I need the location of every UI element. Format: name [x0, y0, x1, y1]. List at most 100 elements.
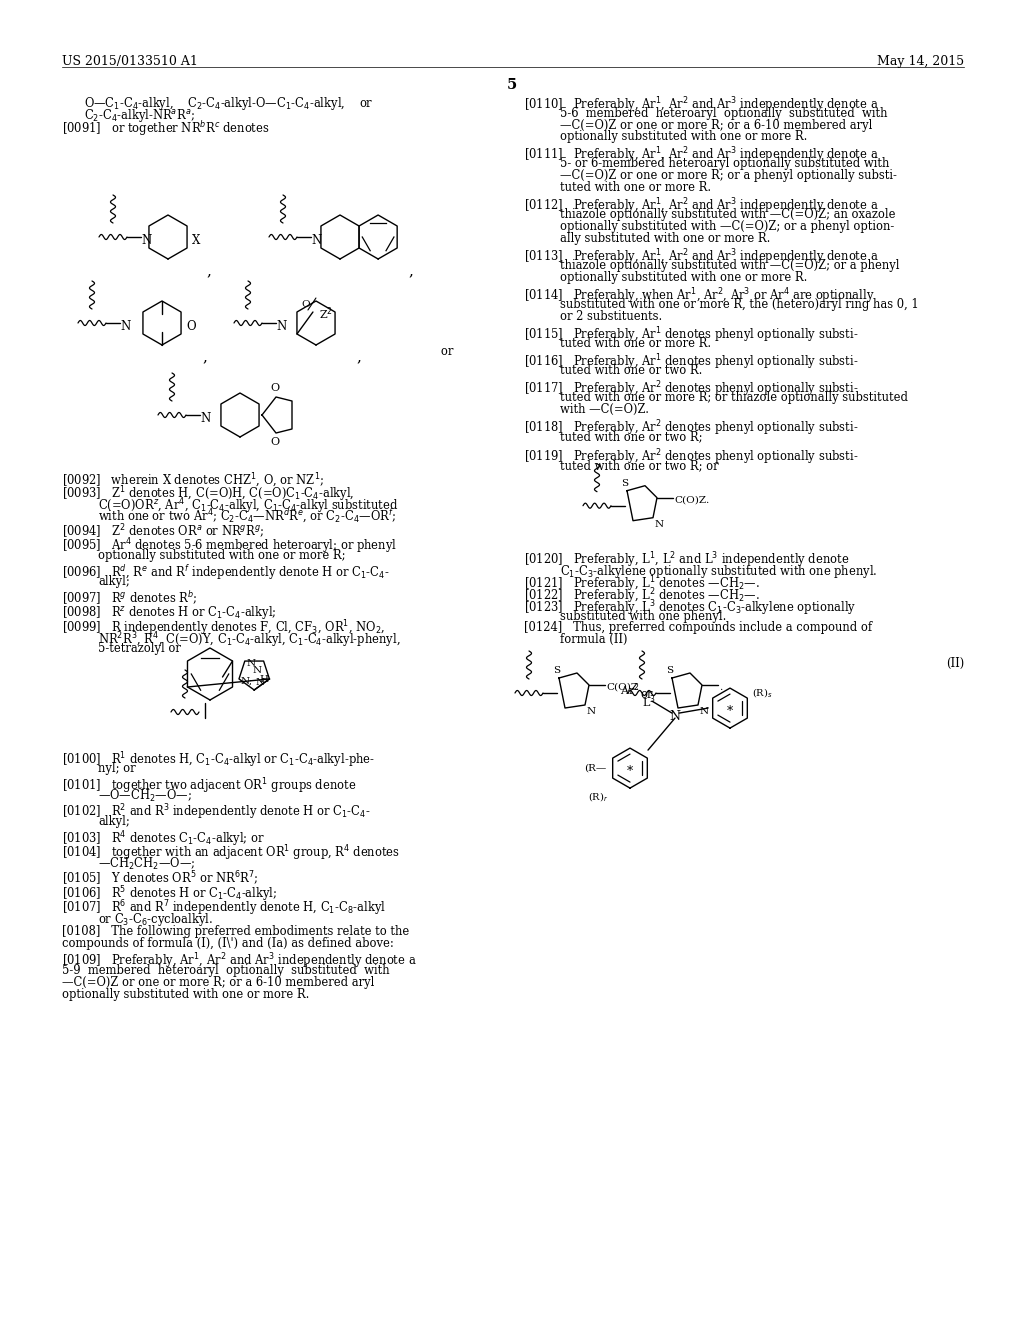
Text: —CH$_2$CH$_2$—O—;: —CH$_2$CH$_2$—O—; — [98, 855, 196, 871]
Text: alkyl;: alkyl; — [98, 576, 130, 589]
Text: [0110]   Preferably, Ar$^1$, Ar$^2$ and Ar$^3$ independently denote a: [0110] Preferably, Ar$^1$, Ar$^2$ and Ar… — [524, 95, 879, 115]
Text: N;: N; — [241, 676, 253, 685]
Text: N: N — [655, 520, 665, 529]
Text: [0111]   Preferably, Ar$^1$, Ar$^2$ and Ar$^3$ independently denote a: [0111] Preferably, Ar$^1$, Ar$^2$ and Ar… — [524, 145, 879, 165]
Text: compounds of formula (I), (I\') and (Ia) as defined above:: compounds of formula (I), (I\') and (Ia)… — [62, 937, 394, 950]
Text: [0109]   Preferably, Ar$^1$, Ar$^2$ and Ar$^3$ independently denote a: [0109] Preferably, Ar$^1$, Ar$^2$ and Ar… — [62, 952, 417, 972]
Text: optionally substituted with one or more R.: optionally substituted with one or more … — [560, 131, 807, 144]
Text: [0093]   Z$^1$ denotes H, C(=O)H, C(=O)C$_1$-C$_4$-alkyl,: [0093] Z$^1$ denotes H, C(=O)H, C(=O)C$_… — [62, 484, 354, 504]
Text: with —C(=O)Z.: with —C(=O)Z. — [560, 403, 649, 416]
Text: [0115]   Preferably, Ar$^1$ denotes phenyl optionally substi-: [0115] Preferably, Ar$^1$ denotes phenyl… — [524, 325, 858, 345]
Text: [0106]   R$^5$ denotes H or C$_1$-C$_4$-alkyl;: [0106] R$^5$ denotes H or C$_1$-C$_4$-al… — [62, 884, 278, 904]
Text: May 14, 2015: May 14, 2015 — [877, 55, 964, 69]
Text: [0091]   or together NR$^b$R$^c$ denotes: [0091] or together NR$^b$R$^c$ denotes — [62, 119, 269, 137]
Text: [0124]   Thus, preferred compounds include a compound of: [0124] Thus, preferred compounds include… — [524, 622, 872, 635]
Text: 5-9  membered  heteroaryl  optionally  substituted  with: 5-9 membered heteroaryl optionally subst… — [62, 964, 389, 977]
Text: N: N — [255, 678, 264, 686]
Text: US 2015/0133510 A1: US 2015/0133510 A1 — [62, 55, 198, 69]
Text: tuted with one or two R;: tuted with one or two R; — [560, 430, 702, 442]
Text: [0112]   Preferably, Ar$^1$, Ar$^2$ and Ar$^3$ independently denote a: [0112] Preferably, Ar$^1$, Ar$^2$ and Ar… — [524, 197, 879, 216]
Text: or: or — [430, 345, 454, 358]
Text: [0105]   Y denotes OR$^5$ or NR$^6$R$^7$;: [0105] Y denotes OR$^5$ or NR$^6$R$^7$; — [62, 870, 259, 888]
Text: S: S — [667, 667, 674, 675]
Text: [0113]   Preferably, Ar$^1$, Ar$^2$ and Ar$^3$ independently denote a: [0113] Preferably, Ar$^1$, Ar$^2$ and Ar… — [524, 247, 879, 267]
Text: C(=O)OR$^z$, Ar$^4$, C$_1$-C$_4$-alkyl, C$_1$-C$_4$-alkyl substituted: C(=O)OR$^z$, Ar$^4$, C$_1$-C$_4$-alkyl, … — [98, 496, 398, 516]
Text: [0108]   The following preferred embodiments relate to the: [0108] The following preferred embodimen… — [62, 925, 410, 939]
Text: [0102]   R$^2$ and R$^3$ independently denote H or C$_1$-C$_4$-: [0102] R$^2$ and R$^3$ independently den… — [62, 803, 371, 822]
Text: N: N — [700, 708, 710, 715]
Text: 5-tetrazolyl or: 5-tetrazolyl or — [98, 643, 181, 656]
Text: (R)$_s$: (R)$_s$ — [752, 686, 772, 700]
Text: nyl; or: nyl; or — [98, 762, 135, 775]
Text: [0097]   R$^g$ denotes R$^b$;: [0097] R$^g$ denotes R$^b$; — [62, 590, 198, 607]
Text: thiazole optionally substituted with —C(=O)Z; or a phenyl: thiazole optionally substituted with —C(… — [560, 259, 899, 272]
Text: N: N — [311, 235, 322, 248]
Text: [0119]   Preferably, Ar$^2$ denotes phenyl optionally substi-: [0119] Preferably, Ar$^2$ denotes phenyl… — [524, 447, 858, 467]
Text: optionally substituted with one or more R.: optionally substituted with one or more … — [62, 987, 309, 1001]
Text: —C(=O)Z or one or more R; or a 6-10 membered aryl: —C(=O)Z or one or more R; or a 6-10 memb… — [560, 119, 872, 132]
Text: O—C$_1$-C$_4$-alkyl,    C$_2$-C$_4$-alkyl-O—C$_1$-C$_4$-alkyl,    or: O—C$_1$-C$_4$-alkyl, C$_2$-C$_4$-alkyl-O… — [84, 95, 374, 112]
Text: [0117]   Preferably, Ar$^2$ denotes phenyl optionally substi-: [0117] Preferably, Ar$^2$ denotes phenyl… — [524, 379, 858, 399]
Text: tuted with one or more R.: tuted with one or more R. — [560, 181, 711, 194]
Text: N: N — [120, 321, 130, 334]
Text: tuted with one or two R.: tuted with one or two R. — [560, 364, 702, 376]
Text: S: S — [553, 667, 560, 675]
Text: or C$_3$-C$_6$-cycloalkyl.: or C$_3$-C$_6$-cycloalkyl. — [98, 911, 213, 928]
Text: [0123]   Preferably, L$^3$ denotes C$_1$-C$_3$-alkylene optionally: [0123] Preferably, L$^3$ denotes C$_1$-C… — [524, 598, 856, 618]
Text: [0101]   together two adjacent OR$^1$ groups denote: [0101] together two adjacent OR$^1$ grou… — [62, 776, 356, 796]
Text: 5: 5 — [507, 78, 517, 92]
Text: C(O)Z: C(O)Z — [606, 682, 638, 692]
Text: [0095]   Ar$^4$ denotes 5-6 membered heteroaryl; or phenyl: [0095] Ar$^4$ denotes 5-6 membered heter… — [62, 537, 397, 557]
Text: C(O)Z.: C(O)Z. — [674, 495, 710, 504]
Text: N: N — [247, 659, 256, 668]
Text: Z$^2$: Z$^2$ — [318, 306, 333, 322]
Text: *: * — [627, 764, 633, 777]
Text: substituted with one phenyl.: substituted with one phenyl. — [560, 610, 726, 623]
Text: 5- or 6-membered heteroaryl optionally substituted with: 5- or 6-membered heteroaryl optionally s… — [560, 157, 890, 170]
Text: N: N — [253, 667, 261, 675]
Text: [0114]   Preferably, when Ar$^1$, Ar$^2$, Ar$^3$ or Ar$^4$ are optionally: [0114] Preferably, when Ar$^1$, Ar$^2$, … — [524, 286, 874, 306]
Text: [0107]   R$^6$ and R$^7$ independently denote H, C$_1$-C$_8$-alkyl: [0107] R$^6$ and R$^7$ independently den… — [62, 899, 386, 919]
Text: C$_1$-C$_3$-alkylene optionally substituted with one phenyl.: C$_1$-C$_3$-alkylene optionally substitu… — [560, 562, 878, 579]
Text: ally substituted with one or more R.: ally substituted with one or more R. — [560, 232, 770, 244]
Text: O: O — [186, 321, 196, 334]
Text: [0092]   wherein X denotes CHZ$^1$, O, or NZ$^1$;: [0092] wherein X denotes CHZ$^1$, O, or … — [62, 473, 325, 490]
Text: ,: , — [409, 264, 413, 279]
Text: N: N — [276, 321, 287, 334]
Text: substituted with one or more R, the (hetero)aryl ring has 0, 1: substituted with one or more R, the (het… — [560, 298, 919, 310]
Text: or 2 substituents.: or 2 substituents. — [560, 310, 663, 322]
Text: [0098]   R$^z$ denotes H or C$_1$-C$_4$-alkyl;: [0098] R$^z$ denotes H or C$_1$-C$_4$-al… — [62, 605, 276, 620]
Text: tuted with one or more R; or thiazole optionally substituted: tuted with one or more R; or thiazole op… — [560, 391, 908, 404]
Text: N: N — [141, 235, 152, 248]
Text: [0099]   R independently denotes F, Cl, CF$_3$, OR$^1$, NO$_2$,: [0099] R independently denotes F, Cl, CF… — [62, 618, 385, 638]
Text: X: X — [193, 235, 201, 248]
Text: [0122]   Preferably, L$^2$ denotes —CH$_2$—.: [0122] Preferably, L$^2$ denotes —CH$_2$… — [524, 586, 760, 606]
Text: L$^3$: L$^3$ — [642, 693, 655, 710]
Text: tuted with one or more R.: tuted with one or more R. — [560, 337, 711, 350]
Text: with one or two Ar$^4$; C$_2$-C$_4$—NR$^d$R$^e$, or C$_2$-C$_4$—OR$^f$;: with one or two Ar$^4$; C$_2$-C$_4$—NR$^… — [98, 508, 396, 525]
Text: tuted with one or two R; or: tuted with one or two R; or — [560, 459, 719, 473]
Text: optionally substituted with one or more R;: optionally substituted with one or more … — [98, 549, 345, 562]
Text: [0118]   Preferably, Ar$^2$ denotes phenyl optionally substi-: [0118] Preferably, Ar$^2$ denotes phenyl… — [524, 418, 858, 438]
Text: [0104]   together with an adjacent OR$^1$ group, R$^4$ denotes: [0104] together with an adjacent OR$^1$ … — [62, 843, 400, 863]
Text: [0094]   Z$^2$ denotes OR$^a$ or NR$^g$R$^g$;: [0094] Z$^2$ denotes OR$^a$ or NR$^g$R$^… — [62, 523, 264, 541]
Text: [0100]   R$^1$ denotes H, C$_1$-C$_4$-alkyl or C$_1$-C$_4$-alkyl-phe-: [0100] R$^1$ denotes H, C$_1$-C$_4$-alky… — [62, 750, 375, 770]
Text: optionally substituted with —C(=O)Z; or a phenyl option-: optionally substituted with —C(=O)Z; or … — [560, 220, 894, 234]
Text: .: . — [719, 682, 722, 692]
Text: *: * — [727, 705, 733, 718]
Text: O: O — [302, 300, 310, 309]
Text: S: S — [622, 479, 629, 487]
Text: [0096]   R$^d$, R$^e$ and R$^f$ independently denote H or C$_1$-C$_4$-: [0096] R$^d$, R$^e$ and R$^f$ independen… — [62, 564, 390, 582]
Text: —C(=O)Z or one or more R; or a 6-10 membered aryl: —C(=O)Z or one or more R; or a 6-10 memb… — [62, 975, 375, 989]
Text: O: O — [270, 437, 280, 447]
Text: (R)$_r$: (R)$_r$ — [588, 791, 608, 804]
Text: [0120]   Preferably, L$^1$, L$^2$ and L$^3$ independently denote: [0120] Preferably, L$^1$, L$^2$ and L$^3… — [524, 550, 849, 570]
Text: N: N — [670, 710, 681, 722]
Text: O: O — [270, 383, 280, 393]
Text: C$_2$-C$_4$-alkyl-NR$^a$R$^a$;: C$_2$-C$_4$-alkyl-NR$^a$R$^a$; — [84, 107, 195, 124]
Text: N: N — [200, 412, 210, 425]
Text: alkyl;: alkyl; — [98, 814, 130, 828]
Text: (R—: (R— — [584, 763, 606, 772]
Text: N: N — [587, 708, 596, 715]
Text: or: or — [640, 689, 652, 701]
